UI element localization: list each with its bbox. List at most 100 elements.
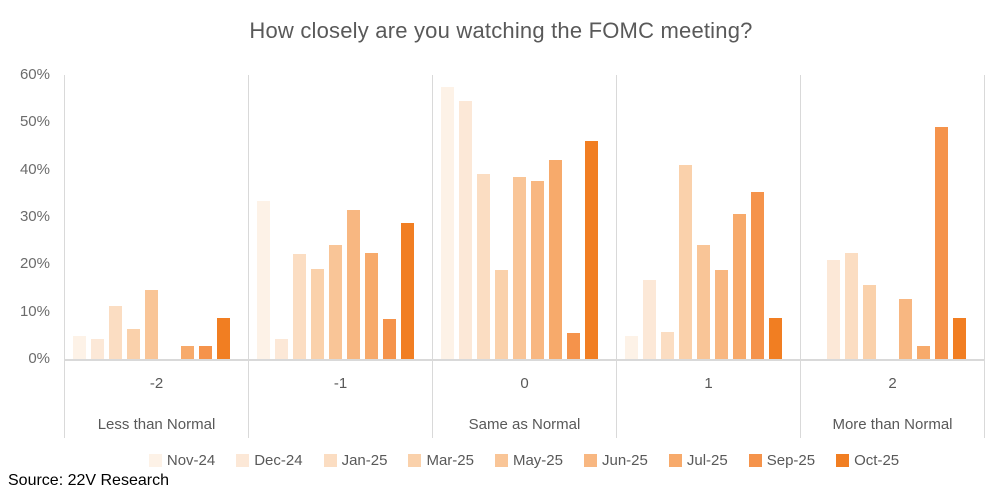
legend-item-Dec-24: Dec-24 <box>236 452 303 469</box>
legend-label: Jan-25 <box>341 452 388 469</box>
category-group: 0 Same as Normal <box>432 75 616 438</box>
category-value-label: -1 <box>333 375 348 392</box>
legend-item-Oct-25: Oct-25 <box>836 452 899 469</box>
bar-Dec-24-at-2 <box>827 260 840 359</box>
y-tick-label: 10% <box>19 302 50 320</box>
bar-Jul-25-at--2 <box>181 346 194 359</box>
bar-Nov-24-at-1 <box>625 336 638 359</box>
bar-Jan-25-at-1 <box>661 332 674 359</box>
bar-May-25-at--1 <box>329 245 342 359</box>
category-group: -1 <box>248 75 432 438</box>
plot-area: -2 Less than Normal -1 0 Same as Normal 1 2 Mor… <box>64 75 985 438</box>
category-group: 2 More than Normal <box>800 75 984 438</box>
category-value-label: -2 <box>149 375 164 392</box>
bar-Dec-24-at-1 <box>643 280 656 359</box>
legend: Nov-24 Dec-24 Jan-25 Mar-25 May-25 Jun-25 Jul-… <box>64 452 984 469</box>
category-label-zone: -1 <box>249 361 432 438</box>
bar-Oct-25-at-1 <box>769 318 782 359</box>
bar-Dec-24-at--1 <box>275 339 288 359</box>
bar-Jul-25-at-2 <box>917 346 930 359</box>
bar-Sep-25-at--2 <box>199 346 212 359</box>
bar-Oct-25-at-2 <box>953 318 966 359</box>
category-value-label: 2 <box>888 375 897 392</box>
legend-label: Jul-25 <box>686 452 728 469</box>
bar-Nov-24-at--1 <box>257 201 270 359</box>
y-tick-label: 60% <box>19 66 50 83</box>
bars-zone <box>65 75 248 361</box>
legend-label: Nov-24 <box>166 452 216 469</box>
bar-Jul-25-at--1 <box>365 253 378 359</box>
legend-swatch-icon <box>748 454 762 467</box>
category-sublabel: More than Normal <box>832 416 953 433</box>
bar-Jul-25-at-1 <box>733 214 746 359</box>
chart-title: How closely are you watching the FOMC me… <box>249 18 753 43</box>
bar-Oct-25-at-0 <box>585 141 598 359</box>
bar-Sep-25-at-1 <box>751 192 764 359</box>
legend-item-Sep-25: Sep-25 <box>748 452 816 469</box>
y-tick-label: 30% <box>19 208 50 225</box>
legend-item-May-25: May-25 <box>494 452 563 469</box>
bars-zone <box>433 75 616 361</box>
legend-swatch-icon <box>836 454 850 467</box>
category-sublabel: Same as Normal <box>468 416 581 433</box>
y-tick-label: 20% <box>19 255 50 273</box>
bars-zone <box>617 75 800 361</box>
bar-Jan-25-at-2 <box>845 253 858 359</box>
legend-item-Jul-25: Jul-25 <box>668 452 728 469</box>
legend-label: May-25 <box>512 452 563 469</box>
category-label-zone: 1 <box>617 361 800 438</box>
bar-Nov-24-at-0 <box>441 87 454 359</box>
bar-Sep-25-at-2 <box>935 127 948 359</box>
bar-Mar-25-at-0 <box>495 270 508 359</box>
bar-Oct-25-at--1 <box>401 223 414 359</box>
bar-May-25-at--2 <box>145 290 158 359</box>
category-sublabel: Less than Normal <box>97 416 216 433</box>
bar-Oct-25-at--2 <box>217 318 230 359</box>
legend-item-Nov-24: Nov-24 <box>148 452 216 469</box>
category-group: 1 <box>616 75 800 438</box>
bar-Mar-25-at-1 <box>679 165 692 359</box>
bar-Mar-25-at--2 <box>127 329 140 359</box>
category-label-zone: -2 Less than Normal <box>65 361 248 438</box>
y-tick-label: 50% <box>19 113 50 131</box>
legend-label: Oct-25 <box>854 452 900 469</box>
bar-Jun-25-at-1 <box>715 270 728 359</box>
bar-Dec-24-at--2 <box>91 339 104 359</box>
legend-swatch-icon <box>323 454 337 467</box>
legend-swatch-icon <box>668 454 682 467</box>
legend-swatch-icon <box>148 454 162 467</box>
legend-label: Sep-25 <box>766 452 816 469</box>
bar-Jul-25-at-0 <box>549 160 562 359</box>
bar-Mar-25-at-2 <box>863 285 876 359</box>
bars-zone <box>249 75 432 361</box>
bar-Jun-25-at--1 <box>347 210 360 359</box>
bar-May-25-at-0 <box>513 177 526 359</box>
category-value-label: 1 <box>704 375 713 392</box>
legend-label: Mar-25 <box>426 452 474 469</box>
bar-Jan-25-at--2 <box>109 306 122 359</box>
source-note: Source: 22V Research <box>8 472 169 489</box>
bar-Nov-24-at--2 <box>73 336 86 359</box>
category-label-zone: 2 More than Normal <box>801 361 984 438</box>
legend-swatch-icon <box>236 454 250 467</box>
bar-Jan-25-at--1 <box>293 254 306 359</box>
category-value-label: 0 <box>520 375 529 392</box>
bar-Sep-25-at--1 <box>383 319 396 359</box>
legend-item-Jan-25: Jan-25 <box>323 452 388 469</box>
y-tick-label: 40% <box>19 160 50 178</box>
bar-Mar-25-at--1 <box>311 269 324 359</box>
category-label-zone: 0 Same as Normal <box>433 361 616 438</box>
bar-Jun-25-at-0 <box>531 181 544 359</box>
legend-item-Jun-25: Jun-25 <box>584 452 648 469</box>
legend-label: Jun-25 <box>602 452 648 469</box>
legend-swatch-icon <box>494 454 508 467</box>
bar-Sep-25-at-0 <box>567 333 580 359</box>
bar-May-25-at-1 <box>697 245 710 359</box>
bar-Dec-24-at-0 <box>459 101 472 359</box>
y-tick-label: 0% <box>28 350 50 367</box>
bar-Jan-25-at-0 <box>477 174 490 359</box>
legend-swatch-icon <box>408 454 422 467</box>
legend-item-Mar-25: Mar-25 <box>408 452 474 469</box>
legend-label: Dec-24 <box>254 452 303 469</box>
